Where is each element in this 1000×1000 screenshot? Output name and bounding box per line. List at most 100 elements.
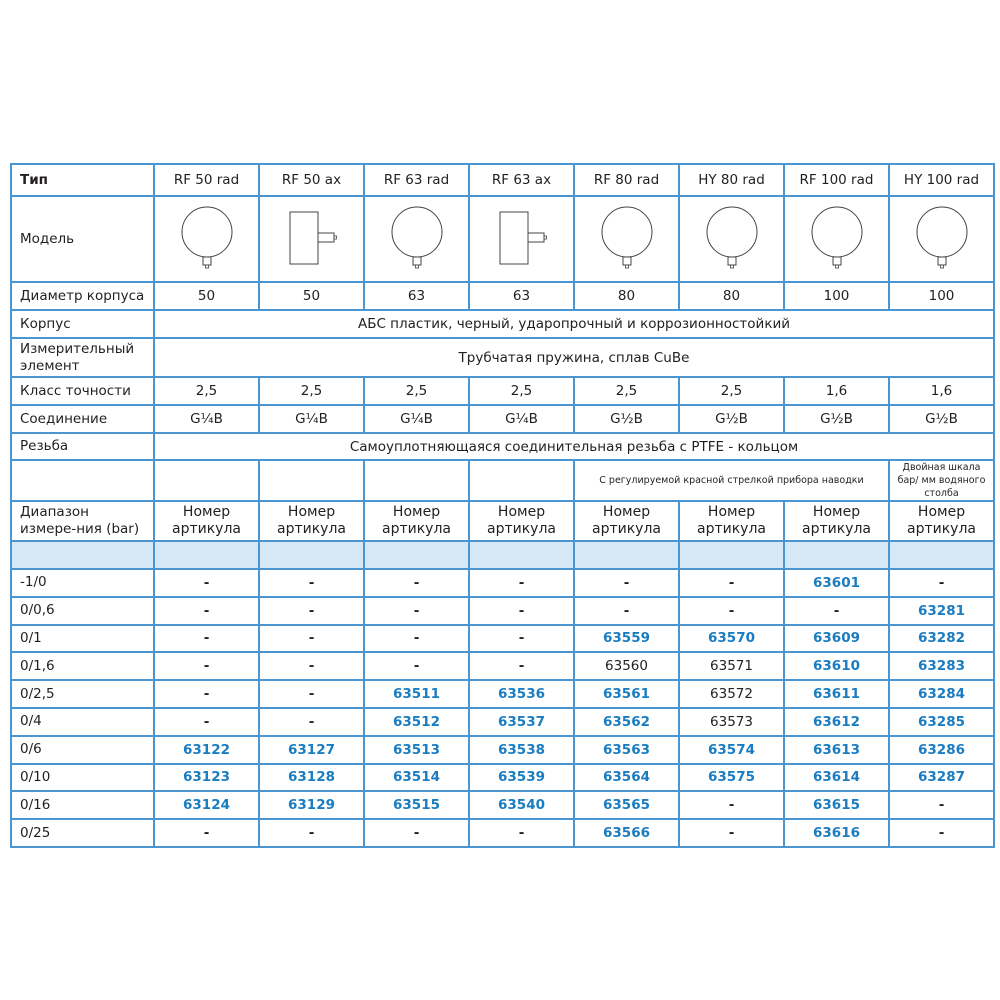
axial-gauge-icon	[258, 195, 365, 283]
connection-value: G¼B	[363, 404, 470, 434]
article-number: 63124	[153, 790, 260, 821]
article-number: 63513	[363, 734, 470, 765]
article-number: 63570	[678, 623, 785, 654]
empty-value: -	[678, 818, 785, 848]
empty-value: -	[153, 595, 260, 626]
article-number: 63601	[783, 568, 890, 598]
connection-value: G¼B	[468, 404, 575, 434]
model-label: Модель	[10, 195, 155, 283]
article-number: 63573	[678, 706, 785, 737]
article-number: 63539	[468, 762, 575, 793]
thread-value: Самоуплотняющаяся соединительная резьба …	[153, 432, 995, 461]
element-value: Трубчатая пружина, сплав CuBe	[153, 337, 995, 378]
range-value: 0/6	[10, 734, 155, 765]
diameter-value: 80	[573, 281, 680, 311]
axial-gauge-icon	[468, 195, 575, 283]
empty-value: -	[258, 623, 365, 654]
thread-label: Резьба	[10, 432, 155, 461]
empty-value: -	[258, 818, 365, 848]
article-number: 63615	[783, 790, 890, 821]
radial-gauge-icon	[783, 195, 890, 283]
radial-gauge-icon	[573, 195, 680, 283]
empty-value: -	[153, 706, 260, 737]
article-number: 63122	[153, 734, 260, 765]
range-value: 0/25	[10, 818, 155, 848]
accuracy-value: 2,5	[153, 376, 260, 406]
empty-value: -	[468, 818, 575, 848]
article-number: 63128	[258, 762, 365, 793]
connection-value: G½B	[888, 404, 995, 434]
model-row: Модель	[10, 195, 995, 283]
table-row: 0/25- - - -63566-63616-	[10, 818, 995, 848]
type-header: RF 50 ax	[258, 163, 365, 197]
article-number-header: Номер артикула	[783, 500, 890, 542]
empty-cell	[783, 540, 890, 570]
table-row: 0/2,5- -63511 63536 63561 63572 63611 63284	[10, 679, 995, 709]
connection-label: Соединение	[10, 404, 155, 434]
connection-value: G¼B	[258, 404, 365, 434]
empty-value: -	[363, 568, 470, 598]
article-number: 63129	[258, 790, 365, 821]
type-header: RF 100 rad	[783, 163, 890, 197]
article-header-row: Диапазон измере-ния (bar) Номер артикула…	[10, 500, 995, 542]
empty-value: -	[153, 679, 260, 709]
radial-gauge-icon	[678, 195, 785, 283]
connection-value: G½B	[783, 404, 890, 434]
article-number: 63538	[468, 734, 575, 765]
case-label: Корпус	[10, 309, 155, 339]
article-number: 63610	[783, 651, 890, 682]
empty-value: -	[153, 651, 260, 682]
range-value: 0/0,6	[10, 595, 155, 626]
range-value: 0/1,6	[10, 651, 155, 682]
empty-value: -	[468, 595, 575, 626]
empty-value: -	[783, 595, 890, 626]
diameter-value: 63	[363, 281, 470, 311]
table-row: 0/4- -63512 63537 63562 63573 63612 63285	[10, 706, 995, 737]
article-number: 63511	[363, 679, 470, 709]
article-number: 63123	[153, 762, 260, 793]
range-value: 0/4	[10, 706, 155, 737]
article-number-header: Номер артикула	[468, 500, 575, 542]
table-row: 0/1,6- - - -63560 63571 63610 63283	[10, 651, 995, 682]
article-number: 63614	[783, 762, 890, 793]
type-header: RF 63 rad	[363, 163, 470, 197]
element-label: Измерительный элемент	[10, 337, 155, 378]
article-number: 63281	[888, 595, 995, 626]
accuracy-value: 2,5	[468, 376, 575, 406]
range-label: Диапазон измере-ния (bar)	[10, 500, 155, 542]
range-value: 0/2,5	[10, 679, 155, 709]
empty-cell	[678, 540, 785, 570]
table-row: -1/0- - - - - -63601-	[10, 568, 995, 598]
article-number-header: Номер артикула	[258, 500, 365, 542]
table-row: 0/1- - - -63559 63570 63609 63282	[10, 623, 995, 654]
red-pointer-note: С регулируемой красной стрелкой прибора …	[573, 459, 890, 502]
article-number-header: Номер артикула	[573, 500, 680, 542]
empty-value: -	[468, 568, 575, 598]
article-number: 63559	[573, 623, 680, 654]
empty-value: -	[468, 623, 575, 654]
thread-row: Резьба Самоуплотняющаяся соединительная …	[10, 432, 995, 461]
type-header: HY 80 rad	[678, 163, 785, 197]
diameter-value: 50	[258, 281, 365, 311]
empty-cell	[258, 459, 365, 502]
element-row: Измерительный элемент Трубчатая пружина,…	[10, 337, 995, 378]
article-number: 63537	[468, 706, 575, 737]
empty-value: -	[573, 595, 680, 626]
radial-gauge-icon	[363, 195, 470, 283]
empty-value: -	[363, 595, 470, 626]
empty-value: -	[678, 790, 785, 821]
article-number: 63562	[573, 706, 680, 737]
table-row: 0/0,6- - - - - - -63281	[10, 595, 995, 626]
range-value: 0/10	[10, 762, 155, 793]
empty-cell	[10, 459, 155, 502]
article-number: 63611	[783, 679, 890, 709]
accuracy-value: 2,5	[678, 376, 785, 406]
empty-value: -	[888, 790, 995, 821]
case-row: Корпус АБС пластик, черный, ударопрочный…	[10, 309, 995, 339]
accuracy-value: 2,5	[573, 376, 680, 406]
article-number: 63512	[363, 706, 470, 737]
article-number: 63286	[888, 734, 995, 765]
diameter-value: 100	[783, 281, 890, 311]
article-number: 63616	[783, 818, 890, 848]
type-header: RF 50 rad	[153, 163, 260, 197]
